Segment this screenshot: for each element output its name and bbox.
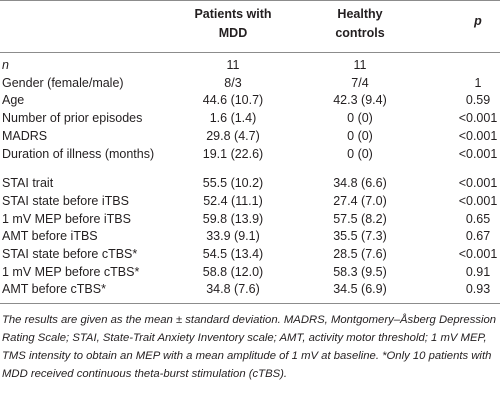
cell-value: 29.8 (4.7): [206, 128, 260, 143]
bottom-rule: [0, 303, 500, 304]
cell-value: 42.3 (9.4): [333, 93, 387, 108]
cell-value: <0.001: [458, 146, 498, 161]
cell-value: 59.8 (13.9): [202, 211, 264, 226]
row-label: STAI state before iTBS: [2, 193, 129, 208]
row-label: Gender (female/male): [2, 75, 124, 90]
cell-value: 34.8 (6.6): [333, 176, 387, 191]
cell-value: 19.1 (22.6): [202, 146, 264, 161]
row-label: AMT before cTBS*: [2, 282, 106, 297]
header-rule: [0, 52, 500, 53]
cell-value: 33.9 (9.1): [206, 229, 260, 244]
row-label: Number of prior episodes: [2, 111, 143, 126]
cell-value: 0.93: [465, 282, 491, 297]
row-label: 1 mV MEP before iTBS: [2, 211, 131, 226]
cell-value: 28.5 (7.6): [333, 247, 387, 261]
footnote: The results are given as the mean ± stan…: [2, 314, 497, 380]
cell-value: 54.5 (13.4): [202, 247, 264, 261]
cell-value: 0.91: [465, 264, 491, 279]
cell-value: 0 (0): [347, 128, 373, 143]
row-label: Age: [2, 93, 25, 108]
column-header: Patients with MDD: [194, 7, 272, 40]
cell-value: 0.67: [465, 229, 491, 244]
cell-value: 11: [226, 58, 240, 72]
cell-value: <0.001: [458, 193, 498, 208]
cell-value: 57.5 (8.2): [333, 211, 387, 226]
cell-value: 1: [474, 75, 482, 90]
row-label: MADRS: [2, 128, 48, 143]
row-label: STAI trait: [2, 176, 54, 191]
cell-value: 0.59: [465, 93, 491, 108]
cell-value: 58.8 (12.0): [202, 264, 264, 279]
row-label: Duration of illness (months): [2, 146, 155, 161]
cell-value: 7/4: [351, 75, 369, 90]
row-label: 1 mV MEP before cTBS*: [2, 264, 140, 279]
cell-value: 55.5 (10.2): [202, 176, 264, 191]
cell-value: 27.4 (7.0): [333, 193, 387, 208]
top-rule: [0, 0, 500, 1]
row-label: AMT before iTBS: [2, 229, 98, 244]
cell-value: 34.8 (7.6): [206, 282, 260, 297]
cell-value: 58.3 (9.5): [333, 264, 387, 279]
column-header: p: [474, 14, 482, 28]
cell-value: 1.6 (1.4): [209, 111, 257, 126]
cell-value: <0.001: [458, 176, 498, 191]
column-header: Healthy controls: [335, 7, 385, 40]
cell-value: <0.001: [458, 111, 498, 126]
row-label: n: [2, 58, 9, 72]
cell-value: 0 (0): [347, 146, 373, 161]
cell-value: 0 (0): [347, 111, 373, 126]
cell-value: 34.5 (6.9): [333, 282, 387, 297]
cell-value: 52.4 (11.1): [203, 193, 263, 208]
cell-value: <0.001: [458, 128, 498, 143]
cell-value: 35.5 (7.3): [333, 229, 387, 244]
cell-value: 44.6 (10.7): [202, 93, 264, 108]
cell-value: 11: [353, 58, 367, 72]
cell-value: 0.65: [465, 211, 491, 226]
cell-value: 8/3: [224, 75, 242, 90]
cell-value: <0.001: [458, 247, 498, 261]
row-label: STAI state before cTBS*: [2, 247, 138, 261]
